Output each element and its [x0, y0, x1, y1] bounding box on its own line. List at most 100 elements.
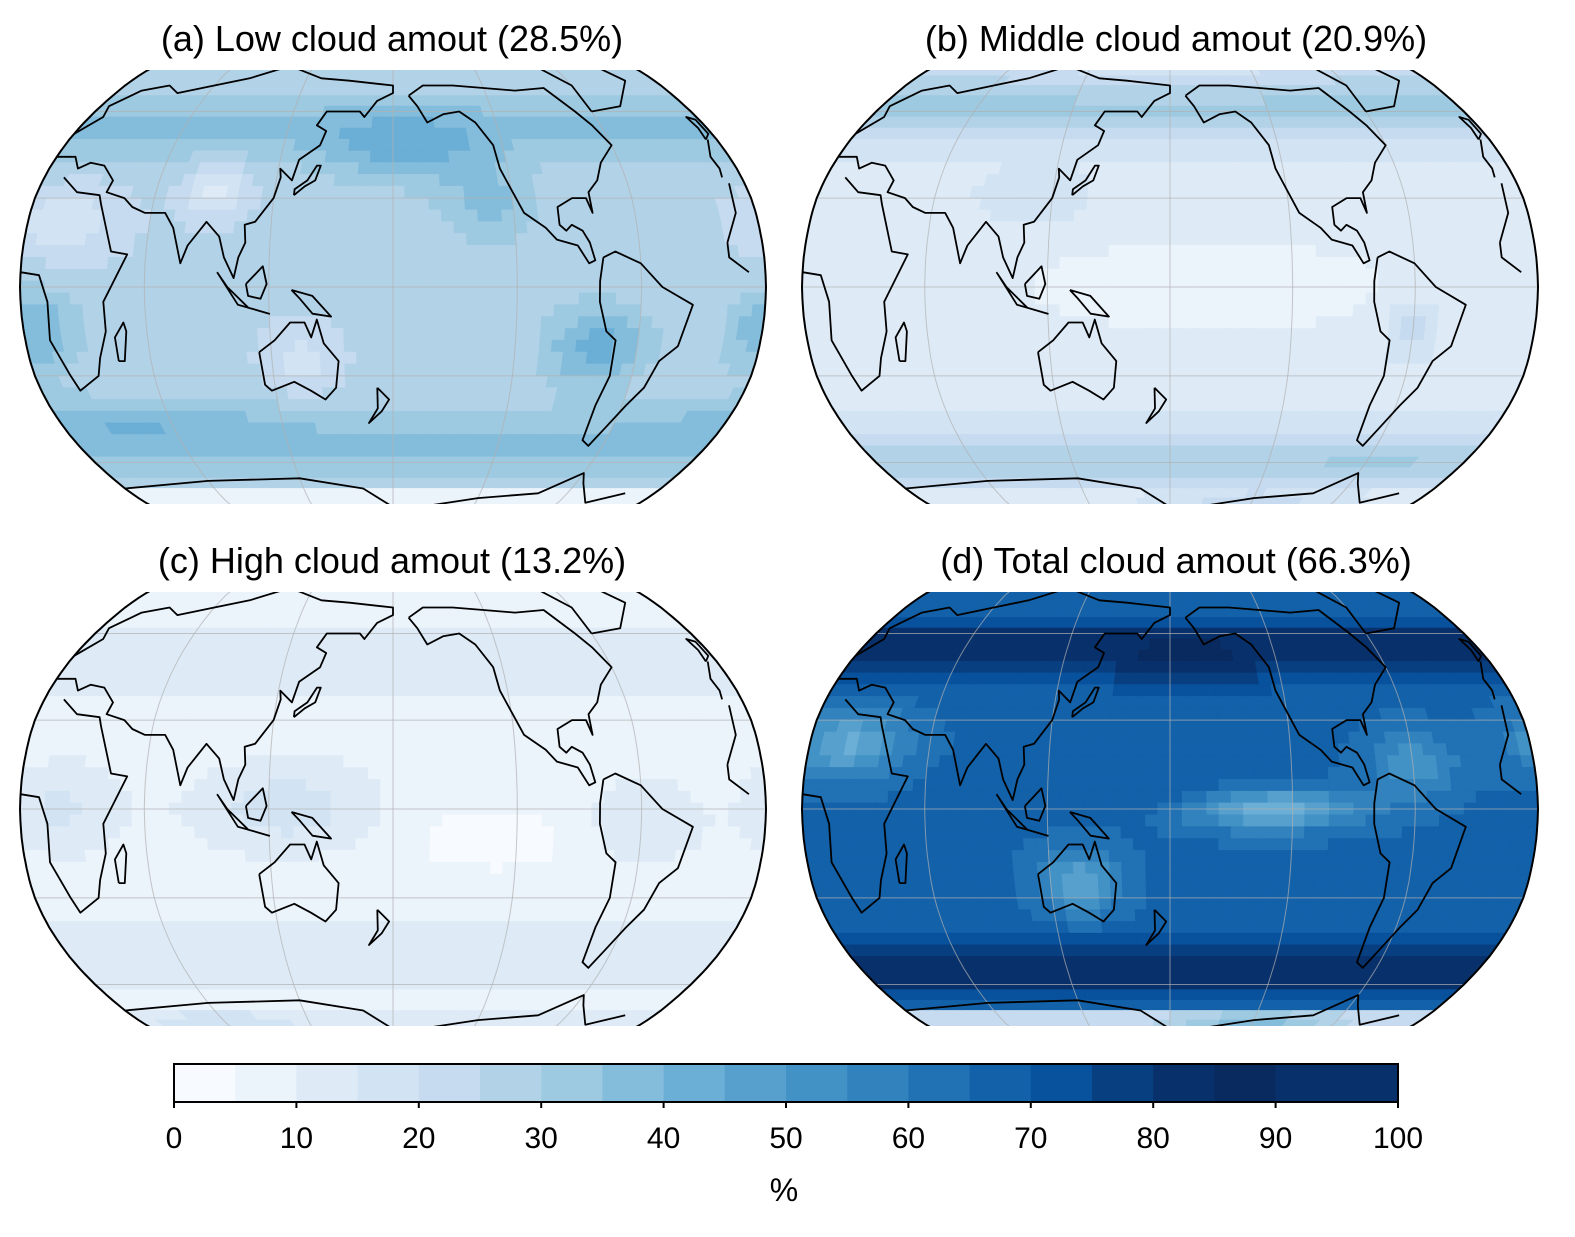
field-cell [1046, 292, 1061, 306]
field-cell [1169, 351, 1183, 365]
field-cell [1461, 245, 1476, 258]
field-cell [535, 197, 551, 211]
field-cell [961, 304, 976, 318]
field-cell [194, 245, 209, 258]
field-cell [1253, 339, 1268, 353]
field-cell [454, 268, 468, 282]
field-cell [1303, 256, 1318, 270]
field-cell [1134, 387, 1148, 400]
field-cell [426, 162, 440, 175]
field-cell [408, 70, 419, 77]
field-cell [335, 410, 350, 424]
field-cell [392, 75, 403, 86]
field-cell [1206, 316, 1220, 329]
field-cell [515, 245, 530, 258]
field-cell [424, 497, 436, 504]
field-cell [454, 292, 468, 306]
field-cell [737, 245, 753, 258]
field-cell [337, 422, 351, 435]
field-cell [1062, 197, 1077, 211]
field-cell [485, 387, 500, 400]
field-cell [355, 256, 369, 270]
field-cell [1214, 162, 1228, 175]
field-cell [1402, 292, 1416, 306]
field-cell [1157, 363, 1171, 377]
field-cell [330, 256, 344, 270]
field-cell [364, 85, 376, 97]
field-cell [1365, 292, 1379, 306]
field-cell [20, 256, 35, 270]
field-cell [415, 174, 429, 187]
field-cell [826, 256, 841, 270]
field-cell [211, 197, 227, 211]
field-cell [711, 328, 727, 341]
field-cell [1252, 197, 1266, 211]
field-cell [863, 292, 877, 306]
field-cell [83, 316, 98, 329]
field-cell [1157, 197, 1171, 211]
field-cell [1128, 116, 1141, 129]
field-cell [1189, 445, 1202, 458]
field-cell [452, 197, 466, 211]
field-cell [188, 497, 211, 504]
field-cell [528, 256, 543, 270]
field-cell [977, 351, 992, 365]
field-cell [355, 328, 369, 341]
field-cell [1138, 116, 1151, 129]
field-cell [1158, 150, 1171, 164]
field-cell [1050, 363, 1065, 377]
field-cell [853, 233, 869, 246]
field-cell [1212, 139, 1226, 152]
field-cell [553, 268, 568, 282]
field-cell [380, 197, 394, 211]
field-cell [1181, 351, 1195, 365]
field-cell [964, 221, 979, 235]
field-cell [1123, 387, 1137, 400]
field-cell [1474, 304, 1489, 318]
field-cell [330, 304, 344, 318]
field-cell [863, 256, 878, 270]
field-cell [1111, 387, 1125, 400]
field-cell [478, 245, 493, 258]
field-cell [337, 139, 351, 152]
field-cell [723, 328, 739, 341]
field-cell [1157, 339, 1171, 353]
field-cell [876, 245, 891, 258]
field-cell [350, 445, 364, 458]
field-cell [159, 339, 175, 353]
field-cell [990, 197, 1006, 211]
field-cell [417, 304, 431, 318]
field-cell [210, 351, 225, 365]
field-cell [1105, 434, 1119, 447]
field-cell [927, 221, 943, 235]
field-cell [353, 95, 366, 107]
field-cell [626, 245, 641, 258]
field-cell [565, 256, 580, 270]
field-cell [197, 351, 213, 365]
field-cell [489, 209, 503, 223]
field-cell [1145, 268, 1159, 282]
field-cell [1230, 233, 1244, 246]
field-cell [416, 375, 430, 389]
field-cell [369, 399, 383, 412]
field-cell [1169, 162, 1182, 175]
field-cell [290, 497, 306, 504]
field-cell [1242, 304, 1257, 318]
field-cell [392, 399, 405, 412]
field-cell [355, 268, 369, 282]
field-cell [1120, 328, 1135, 341]
field-cell [1117, 116, 1131, 129]
field-cell [392, 174, 406, 187]
field-cell [404, 351, 418, 365]
field-cell [1389, 292, 1404, 306]
field-cell [454, 304, 468, 318]
field-cell [1169, 268, 1183, 282]
field-cell [478, 316, 493, 329]
field-cell [185, 351, 201, 365]
field-cell [1290, 328, 1305, 341]
field-cell [247, 363, 263, 377]
field-cell [132, 245, 147, 258]
field-cell [588, 328, 603, 341]
field-cell [1181, 363, 1195, 377]
field-cell [662, 233, 677, 246]
